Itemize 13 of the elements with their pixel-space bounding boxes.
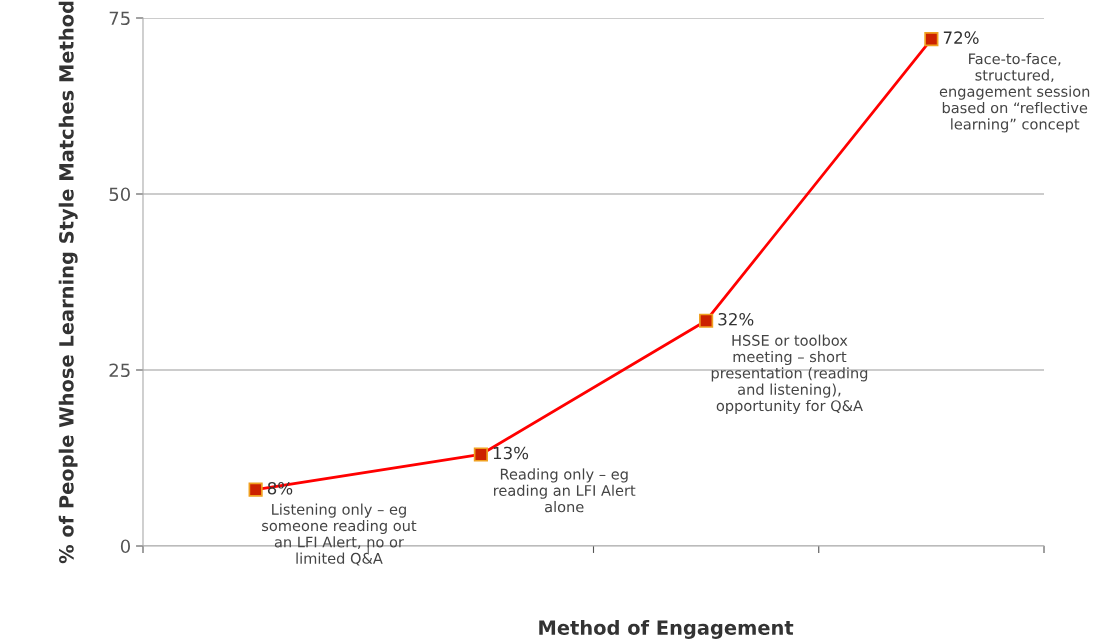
y-tick-label: 0 (120, 539, 130, 554)
x-tick-label: HSSE or toolbox meeting – short presentation (reading and listening), opportunity for Q&A (711, 334, 868, 415)
y-tick-label: 50 (109, 187, 130, 202)
x-axis-title: Method of Engagement (539, 619, 794, 639)
y-tick-label: 75 (109, 11, 130, 26)
y-axis-title: % of People Whose Learning Style Matches Method (58, 1, 78, 564)
data-label: 72% (943, 31, 979, 44)
x-tick-label: Reading only – eg reading an LFI Alert alone (494, 468, 636, 513)
data-label: 13% (493, 446, 529, 460)
x-tick-label: Listening only – eg someone reading out an LFI Alert, no or limited Q&A (262, 503, 417, 566)
y-tick-label: 25 (109, 363, 130, 378)
data-label: 32% (718, 312, 754, 326)
x-tick-label: Face-to-face, structured, engagement session based on “reflective learning” concept (939, 53, 1090, 133)
